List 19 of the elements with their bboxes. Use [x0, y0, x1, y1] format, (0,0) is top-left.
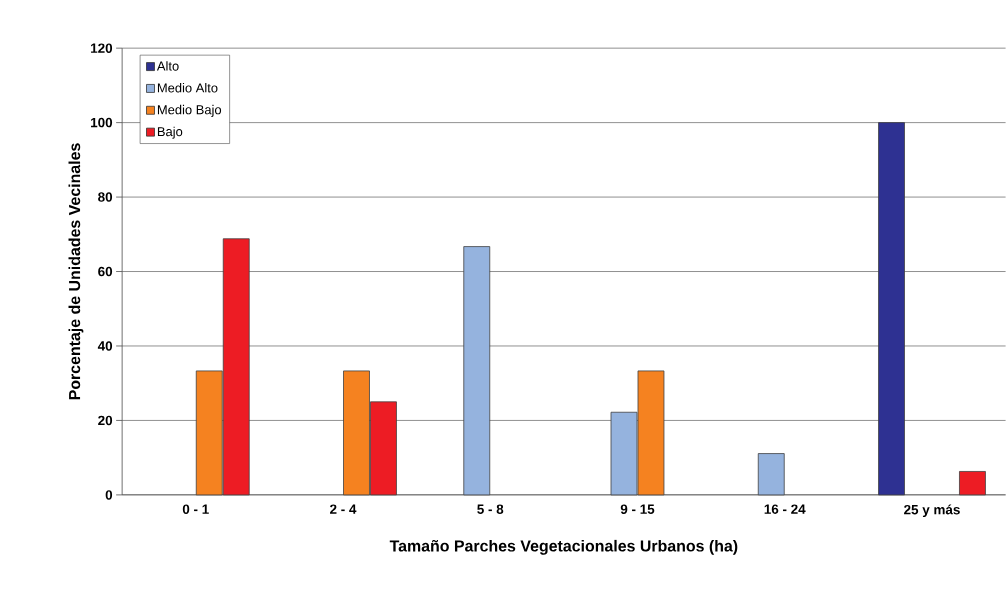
y-tick-label: 0 — [105, 490, 113, 500]
x-axis-title: Tamaño Parches Vegetacionales Urbanos (ha) — [389, 539, 738, 555]
x-tick-label: 16 - 24 — [764, 504, 806, 514]
y-tick-label: 40 — [97, 341, 113, 351]
x-tick-label: 5 - 8 — [477, 504, 504, 514]
legend-label: Alto — [156, 61, 179, 71]
legend-label: Medio Alto — [157, 82, 218, 93]
y-tick-label: 120 — [91, 43, 113, 53]
x-tick-label: 25 y más — [904, 504, 960, 518]
legend-label: Medio Bajo — [157, 104, 222, 117]
x-tick-label: 9 - 15 — [620, 504, 655, 514]
y-axis-title: Porcentaje de Unidades Vecinales — [68, 143, 84, 400]
x-tick-label: 2 - 4 — [330, 504, 357, 514]
x-tick-label: 0 - 1 — [182, 504, 209, 514]
y-tick-label: 60 — [98, 266, 113, 277]
legend-label: Bajo — [157, 126, 183, 139]
y-tick-label: 100 — [91, 117, 113, 128]
y-tick-label: 80 — [98, 192, 113, 202]
y-tick-label: 20 — [98, 415, 113, 426]
